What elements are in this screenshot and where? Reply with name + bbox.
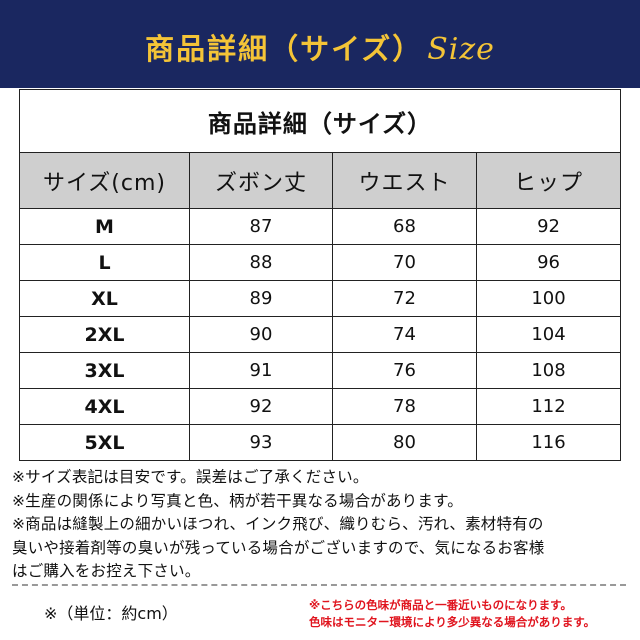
table-title-row: 商品詳細（サイズ）: [18, 89, 622, 153]
color-disclaimer: ※こちらの色味が商品と一番近いものになります。 色味はモニター環境により多少異な…: [309, 597, 629, 631]
header-hip: ヒップ: [475, 152, 622, 209]
note-line: はご購入をお控え下さい。: [12, 562, 201, 580]
hip-value: 112: [475, 388, 622, 425]
header-waist: ウエスト: [332, 152, 477, 209]
inseam-value: 93: [189, 424, 333, 461]
note-line: ※サイズ表記は目安です。誤差はご了承ください。: [12, 468, 369, 486]
size-label: XL: [19, 280, 190, 317]
waist-value: 78: [332, 388, 477, 425]
size-label: 3XL: [19, 352, 190, 389]
waist-value: 80: [332, 424, 477, 461]
note-line: ※商品は縫製上の細かいほつれ、インク飛び、織りむら、汚れ、素材特有の: [12, 515, 544, 533]
table-row: XL 89 72 100: [19, 280, 622, 317]
size-table: 商品詳細（サイズ） サイズ(cm) ズボン丈 ウエスト ヒップ M 87 68 …: [18, 89, 622, 461]
waist-value: 68: [332, 208, 477, 245]
table-header-row: サイズ(cm) ズボン丈 ウエスト ヒップ: [19, 152, 622, 209]
hip-value: 92: [475, 208, 622, 245]
header-banner: 商品詳細（サイズ） Size: [0, 0, 640, 88]
dashed-divider: [12, 584, 626, 586]
waist-value: 72: [332, 280, 477, 317]
waist-value: 74: [332, 316, 477, 353]
inseam-value: 88: [189, 244, 333, 281]
inseam-value: 92: [189, 388, 333, 425]
table-row: 3XL 91 76 108: [19, 352, 622, 389]
table-title: 商品詳細（サイズ）: [18, 89, 622, 153]
table-row: 5XL 93 80 116: [19, 424, 622, 461]
inseam-value: 89: [189, 280, 333, 317]
size-label: L: [19, 244, 190, 281]
size-label: 4XL: [19, 388, 190, 425]
note-line: 臭いや接着剤等の臭いが残っている場合がございますので、気になるお客様: [12, 538, 545, 557]
table-row: M 87 68 92: [19, 208, 622, 245]
inseam-value: 90: [189, 316, 333, 353]
hip-value: 96: [475, 244, 622, 281]
hip-value: 116: [475, 424, 622, 461]
notes-section: ※サイズ表記は目安です。誤差はご了承ください。 ※生産の関係により写真と色、柄が…: [12, 466, 632, 584]
hip-value: 100: [475, 280, 622, 317]
header-inseam: ズボン丈: [189, 152, 333, 209]
hip-value: 104: [475, 316, 622, 353]
table-row: L 88 70 96: [19, 244, 622, 281]
inseam-value: 91: [189, 352, 333, 389]
waist-value: 76: [332, 352, 477, 389]
color-note-line: 色味はモニター環境により多少異なる場合があります。: [309, 615, 596, 629]
banner-title-text: 商品詳細（サイズ）: [145, 32, 424, 66]
size-label: 2XL: [19, 316, 190, 353]
note-line: ※生産の関係により写真と色、柄が若干異なる場合があります。: [12, 491, 463, 510]
header-size: サイズ(cm): [19, 152, 190, 209]
size-label: M: [19, 208, 190, 245]
unit-note: ※（単位：約cm）: [44, 604, 178, 623]
table-row: 4XL 92 78 112: [19, 388, 622, 425]
hip-value: 108: [475, 352, 622, 389]
table-row: 2XL 90 74 104: [19, 316, 622, 353]
banner-title: 商品詳細（サイズ） Size: [0, 26, 640, 67]
inseam-value: 87: [189, 208, 333, 245]
waist-value: 70: [332, 244, 477, 281]
color-note-line: ※こちらの色味が商品と一番近いものになります。: [309, 598, 573, 612]
banner-script-word: Size: [427, 32, 495, 67]
size-label: 5XL: [19, 424, 190, 461]
